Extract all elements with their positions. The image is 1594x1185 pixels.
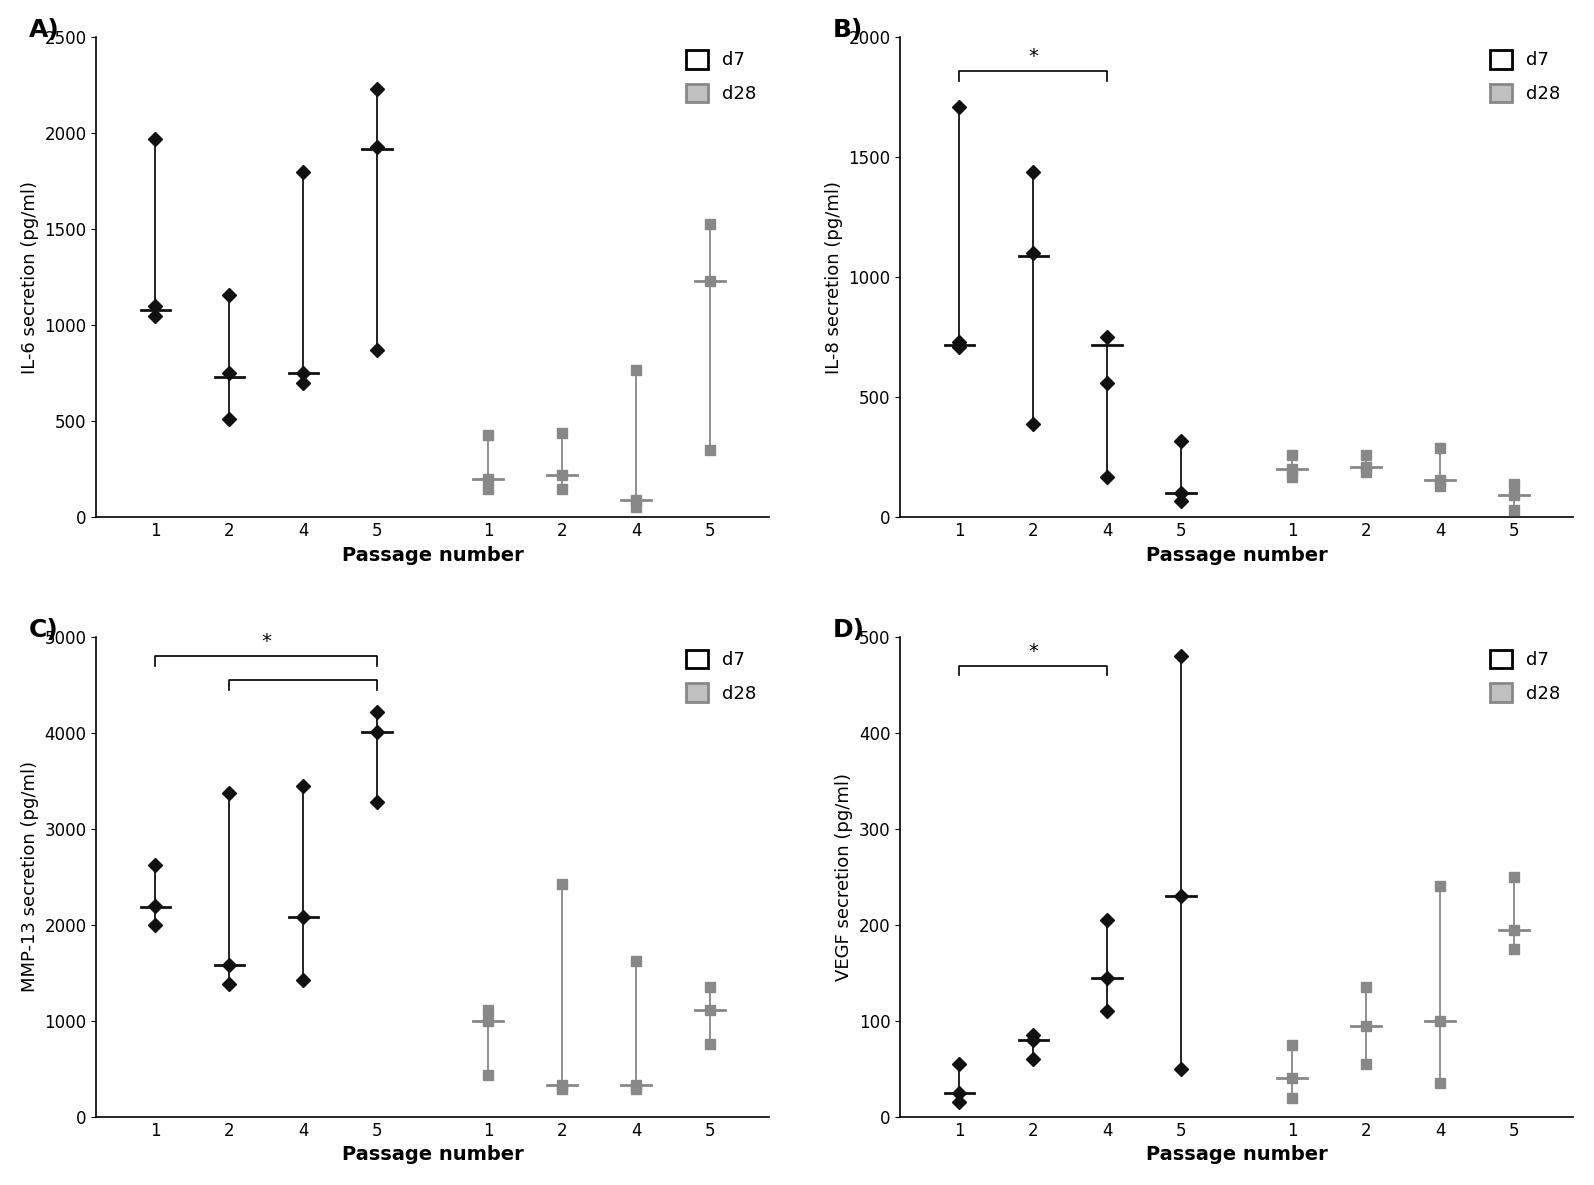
Legend: d7, d28: d7, d28 bbox=[679, 43, 764, 110]
X-axis label: Passage number: Passage number bbox=[1146, 1145, 1328, 1164]
X-axis label: Passage number: Passage number bbox=[1146, 546, 1328, 565]
X-axis label: Passage number: Passage number bbox=[341, 546, 523, 565]
Text: *: * bbox=[1028, 47, 1038, 66]
Legend: d7, d28: d7, d28 bbox=[1482, 642, 1568, 710]
Legend: d7, d28: d7, d28 bbox=[679, 642, 764, 710]
Text: A): A) bbox=[29, 18, 59, 43]
X-axis label: Passage number: Passage number bbox=[341, 1145, 523, 1164]
Y-axis label: MMP-13 secretion (pg/ml): MMP-13 secretion (pg/ml) bbox=[21, 761, 38, 992]
Text: C): C) bbox=[29, 617, 59, 641]
Text: *: * bbox=[261, 633, 271, 652]
Y-axis label: IL-6 secretion (pg/ml): IL-6 secretion (pg/ml) bbox=[21, 181, 38, 373]
Y-axis label: IL-8 secretion (pg/ml): IL-8 secretion (pg/ml) bbox=[824, 181, 843, 373]
Text: *: * bbox=[1028, 642, 1038, 661]
Y-axis label: VEGF secretion (pg/ml): VEGF secretion (pg/ml) bbox=[835, 773, 853, 981]
Legend: d7, d28: d7, d28 bbox=[1482, 43, 1568, 110]
Text: D): D) bbox=[834, 617, 866, 641]
Text: B): B) bbox=[834, 18, 864, 43]
